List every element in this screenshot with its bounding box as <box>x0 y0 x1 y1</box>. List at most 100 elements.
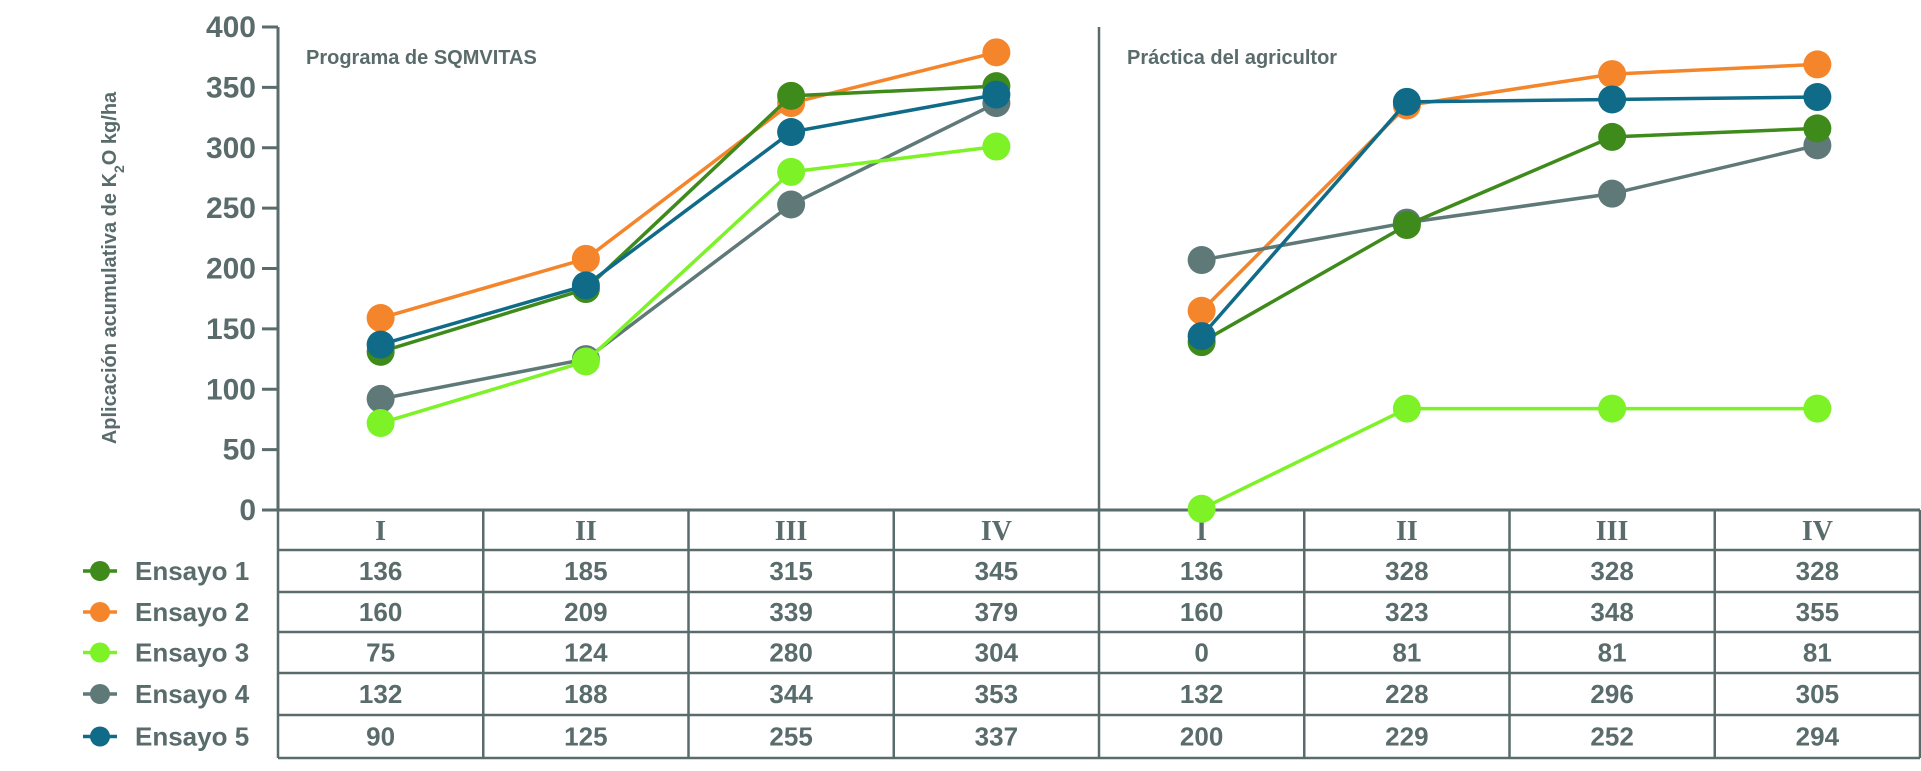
y-tick-label-0: 0 <box>239 494 256 527</box>
point-p2-ensayo-2-iv <box>1803 50 1832 79</box>
point-p2-ensayo-3-iv <box>1803 394 1832 423</box>
col-header-p1-iv: IV <box>981 516 1012 547</box>
cell-p1-ensayo-1-i: 136 <box>359 556 402 586</box>
col-header-p2-i: I <box>1196 516 1207 547</box>
y-tick-label-300: 300 <box>206 132 256 165</box>
legend-label-ensayo-1: Ensayo 1 <box>135 556 249 586</box>
y-tick-label-250: 250 <box>206 192 256 225</box>
cell-p1-ensayo-3-iv: 304 <box>975 638 1019 668</box>
cell-p1-ensayo-3-iii: 280 <box>769 638 812 668</box>
point-p1-ensayo-3-iii <box>777 157 806 186</box>
cell-p1-ensayo-4-iii: 344 <box>769 679 813 709</box>
cell-p2-ensayo-3-i: 0 <box>1194 638 1208 668</box>
legend: Ensayo 1 Ensayo 2 Ensayo 3 Ensayo 4 Ensayo 5 <box>83 556 250 752</box>
point-p2-ensayo-4-i <box>1187 246 1216 275</box>
y-tick-label-400: 400 <box>206 11 256 44</box>
cell-p2-ensayo-2-iii: 348 <box>1590 597 1633 627</box>
cell-p2-ensayo-2-ii: 323 <box>1385 597 1428 627</box>
legend-label-ensayo-2: Ensayo 2 <box>135 597 249 627</box>
cell-p2-ensayo-5-iv: 294 <box>1796 722 1840 752</box>
cell-p1-ensayo-3-i: 75 <box>366 638 395 668</box>
point-p2-ensayo-1-iv <box>1803 114 1832 143</box>
cell-p1-ensayo-5-ii: 125 <box>564 722 607 752</box>
cell-p2-ensayo-1-iii: 328 <box>1590 556 1633 586</box>
point-p1-ensayo-2-i <box>366 304 395 333</box>
point-p2-ensayo-1-ii <box>1392 211 1421 240</box>
point-p2-ensayo-2-i <box>1187 296 1216 325</box>
col-header-p1-i: I <box>375 516 386 547</box>
series-line-p1-ensayo-4 <box>380 101 998 401</box>
series-layer <box>366 38 1832 523</box>
point-p1-ensayo-4-i <box>366 384 395 413</box>
panel-title-1: Programa de SQMVITAS <box>306 47 537 69</box>
cell-p1-ensayo-4-ii: 188 <box>564 679 607 709</box>
data-table-grid <box>276 508 1921 760</box>
legend-marker-ensayo-2 <box>90 602 110 622</box>
y-tick-label-100: 100 <box>206 373 256 406</box>
cell-p2-ensayo-4-iii: 296 <box>1590 679 1633 709</box>
point-p2-ensayo-5-iii <box>1598 85 1627 114</box>
panel-title-2: Práctica del agricultor <box>1127 47 1337 69</box>
legend-marker-ensayo-3 <box>90 642 110 663</box>
series-line-p1-ensayo-5 <box>380 92 997 347</box>
col-header-p2-ii: II <box>1396 516 1418 547</box>
point-p2-ensayo-5-ii <box>1392 87 1421 116</box>
cell-p2-ensayo-5-ii: 229 <box>1385 722 1428 752</box>
cell-p1-ensayo-3-ii: 124 <box>564 638 608 668</box>
cell-p1-ensayo-1-ii: 185 <box>564 556 607 586</box>
col-header-p1-ii: II <box>575 516 597 547</box>
point-p1-ensayo-3-ii <box>571 347 600 376</box>
point-p2-ensayo-5-iv <box>1803 83 1832 112</box>
series-line-p2-ensayo-4 <box>1201 143 1818 262</box>
legend-marker-ensayo-5 <box>90 726 110 747</box>
col-header-p2-iv: IV <box>1802 516 1833 547</box>
point-p2-ensayo-4-iii <box>1598 179 1627 208</box>
cell-p2-ensayo-3-iv: 81 <box>1803 638 1832 668</box>
series-line-p1-ensayo-3 <box>380 144 997 425</box>
cell-p2-ensayo-1-iv: 328 <box>1796 556 1839 586</box>
point-p1-ensayo-5-iv <box>982 80 1011 109</box>
cell-p2-ensayo-5-i: 200 <box>1180 722 1223 752</box>
y-tick-label-350: 350 <box>206 71 256 104</box>
cell-p1-ensayo-1-iv: 345 <box>975 556 1018 586</box>
cell-p1-ensayo-4-iv: 353 <box>975 679 1018 709</box>
series-line-p1-ensayo-2 <box>380 50 997 320</box>
legend-marker-ensayo-4 <box>90 684 110 704</box>
cell-p2-ensayo-2-iv: 355 <box>1796 597 1839 627</box>
panel-titles: Programa de SQMVITAS Práctica del agricul… <box>306 27 1337 758</box>
legend-label-ensayo-4: Ensayo 4 <box>135 679 250 709</box>
cell-p1-ensayo-2-i: 160 <box>359 597 402 627</box>
cell-p2-ensayo-2-i: 160 <box>1180 597 1223 627</box>
point-p1-ensayo-5-iii <box>777 118 806 147</box>
col-header-p2-iii: III <box>1596 516 1629 547</box>
legend-label-ensayo-5: Ensayo 5 <box>135 722 249 752</box>
y-tick-label-50: 50 <box>223 434 256 467</box>
cell-p1-ensayo-2-ii: 209 <box>564 597 607 627</box>
cell-p2-ensayo-1-ii: 328 <box>1385 556 1428 586</box>
series-line-p2-ensayo-3 <box>1200 406 1818 511</box>
cell-p2-ensayo-1-i: 136 <box>1180 556 1223 586</box>
cell-p1-ensayo-4-i: 132 <box>359 679 402 709</box>
point-p1-ensayo-2-iv <box>982 38 1011 67</box>
cell-p2-ensayo-4-i: 132 <box>1180 679 1223 709</box>
cell-p2-ensayo-3-iii: 81 <box>1598 638 1627 668</box>
cell-p2-ensayo-5-iii: 252 <box>1590 722 1633 752</box>
legend-label-ensayo-3: Ensayo 3 <box>135 638 249 668</box>
point-p1-ensayo-1-iii <box>777 81 806 110</box>
y-tick-label-200: 200 <box>206 253 256 286</box>
cell-p1-ensayo-2-iv: 379 <box>975 597 1018 627</box>
point-p1-ensayo-3-i <box>366 409 395 438</box>
cell-p1-ensayo-5-iv: 337 <box>975 722 1018 752</box>
y-axis-title: Aplicación acumulativa de K2O kg/ha <box>99 91 127 444</box>
cell-p1-ensayo-1-iii: 315 <box>769 556 812 586</box>
point-p2-ensayo-1-iii <box>1598 122 1627 151</box>
point-p1-ensayo-2-ii <box>571 244 600 273</box>
point-p2-ensayo-2-iii <box>1598 60 1627 89</box>
point-p2-ensayo-5-i <box>1187 322 1216 351</box>
point-p2-ensayo-3-ii <box>1392 394 1421 423</box>
cell-p1-ensayo-2-iii: 339 <box>769 597 812 627</box>
cell-p2-ensayo-3-ii: 81 <box>1392 638 1421 668</box>
cell-p2-ensayo-4-ii: 228 <box>1385 679 1428 709</box>
